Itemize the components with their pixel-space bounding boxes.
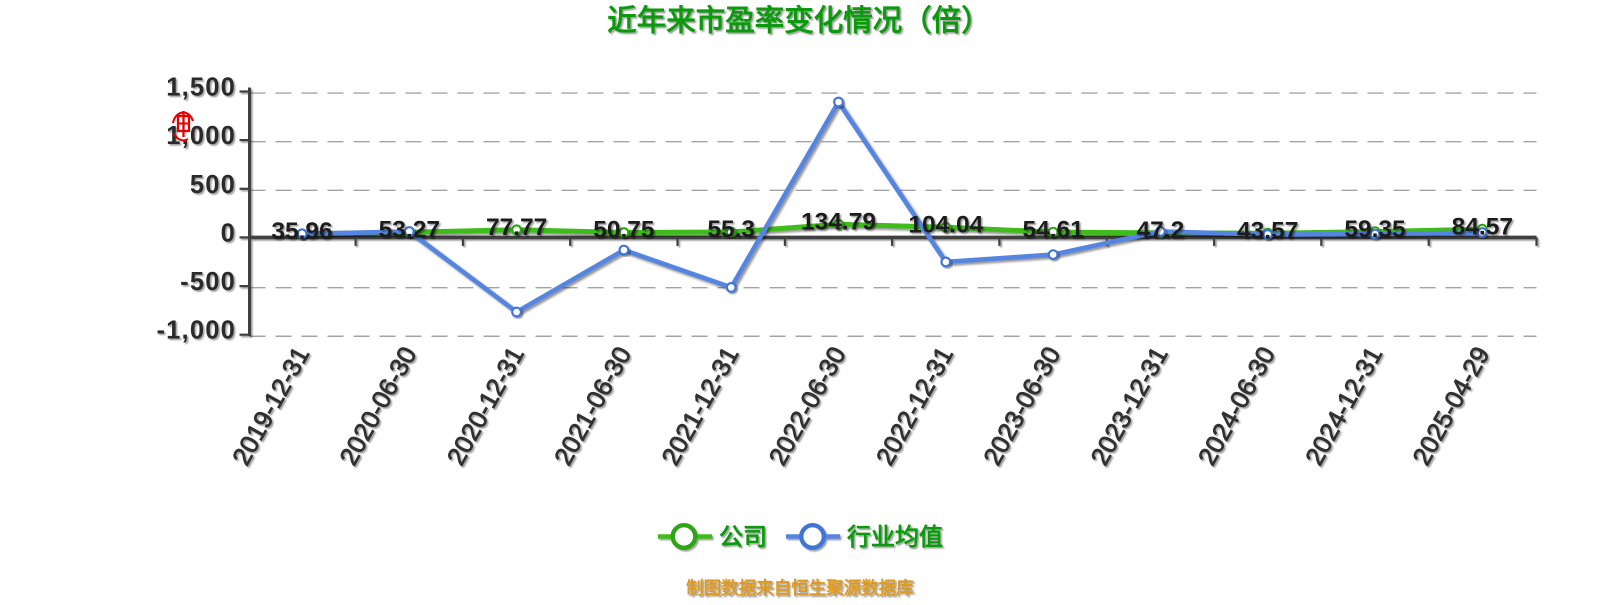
svg-text:公司: 公司 — [719, 524, 767, 551]
svg-text:43.57: 43.57 — [1237, 217, 1298, 244]
svg-text:55.3: 55.3 — [707, 216, 755, 243]
svg-text:-500: -500 — [180, 268, 236, 296]
svg-text:84.57: 84.57 — [1452, 213, 1513, 240]
svg-text:59.35: 59.35 — [1344, 216, 1405, 243]
svg-text:行业均值: 行业均值 — [846, 523, 943, 551]
svg-text:47.2: 47.2 — [1137, 217, 1185, 244]
svg-text:54.61: 54.61 — [1022, 216, 1083, 243]
svg-text:50.75: 50.75 — [593, 217, 654, 244]
svg-text:53.27: 53.27 — [379, 216, 440, 243]
svg-text:500: 500 — [190, 171, 236, 199]
svg-text:0: 0 — [221, 219, 236, 247]
svg-text:制图数据来自恒生聚源数据库: 制图数据来自恒生聚源数据库 — [686, 578, 914, 598]
svg-text:1,500: 1,500 — [166, 74, 236, 102]
svg-text:近年来市盈率变化情况（倍）: 近年来市盈率变化情况（倍） — [607, 4, 991, 38]
svg-text:104.04: 104.04 — [908, 212, 983, 239]
svg-text:134.79: 134.79 — [801, 209, 876, 236]
svg-text:-1,000: -1,000 — [156, 317, 236, 345]
svg-text:77.77: 77.77 — [486, 214, 547, 241]
svg-text:35.96: 35.96 — [271, 218, 332, 245]
